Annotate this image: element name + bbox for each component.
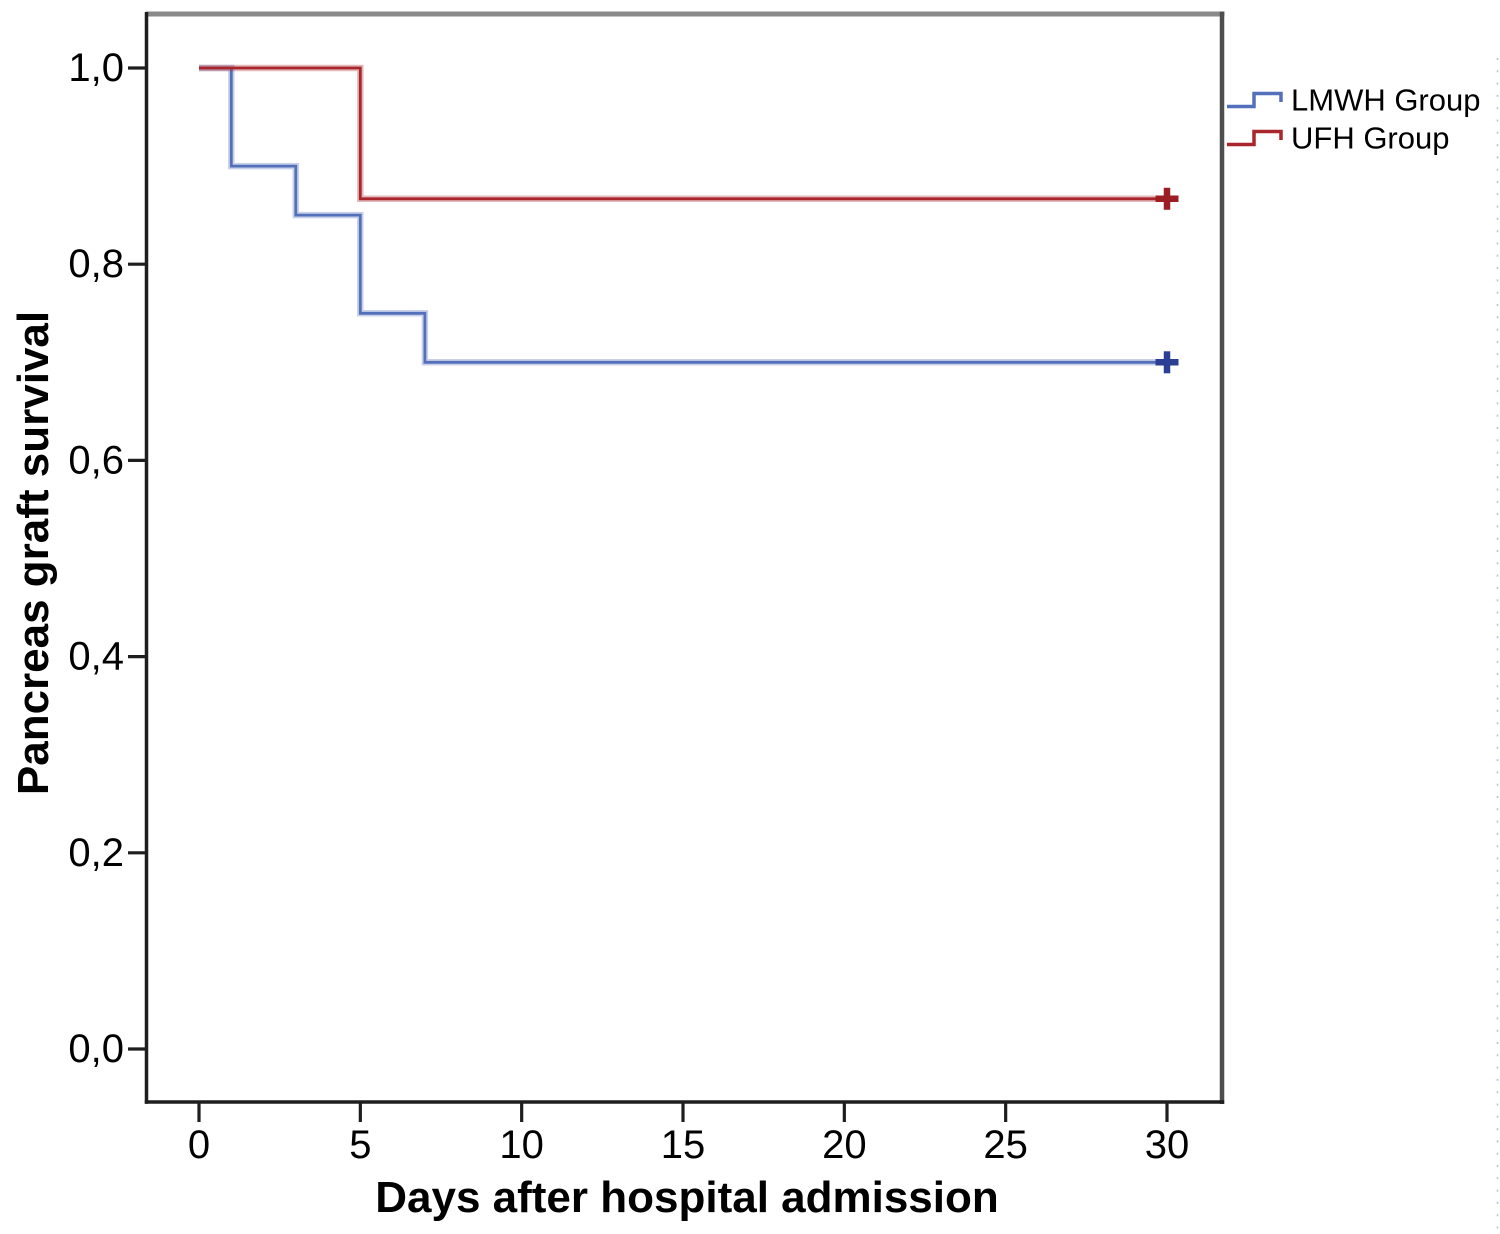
y-axis-title: Pancreas graft survival (9, 311, 58, 795)
y-axis: 0,0 0,2 0,4 0,6 0,8 1,0 (68, 46, 146, 1071)
y-tick-label: 0,0 (68, 1027, 124, 1071)
legend-marker-lmwh-group (1227, 91, 1283, 109)
legend-markers (1227, 91, 1283, 147)
plot-frame (144, 11, 1225, 1104)
curve-halo-ufh-group (199, 64, 1177, 203)
x-tick-label: 5 (349, 1123, 371, 1167)
y-tick-label: 0,2 (68, 831, 124, 875)
legend: LMWH Group UFH Group (1291, 83, 1480, 156)
x-tick-label: 10 (499, 1123, 544, 1167)
survival-curves (199, 64, 1179, 374)
x-tick-label: 25 (983, 1123, 1028, 1167)
legend-label-lmwh-group: LMWH Group (1291, 83, 1480, 118)
y-tick-label: 0,6 (68, 438, 124, 482)
survival-curve-ufh-group (199, 66, 1177, 201)
x-tick-label: 30 (1145, 1123, 1190, 1167)
y-tick-label: 0,4 (68, 635, 124, 679)
legend-label-ufh-group: UFH Group (1291, 121, 1449, 156)
x-tick-label: 15 (661, 1123, 706, 1167)
legend-marker-ufh-group (1227, 129, 1283, 147)
x-tick-label: 20 (822, 1123, 867, 1167)
survival-curve-lmwh-group (199, 66, 1177, 364)
x-tick-label: 0 (188, 1123, 210, 1167)
x-axis-title: Days after hospital admission (375, 1173, 999, 1222)
y-tick-label: 1,0 (68, 46, 124, 90)
x-axis: 0 5 10 15 20 25 30 (188, 1102, 1189, 1167)
y-tick-label: 0,8 (68, 242, 124, 286)
